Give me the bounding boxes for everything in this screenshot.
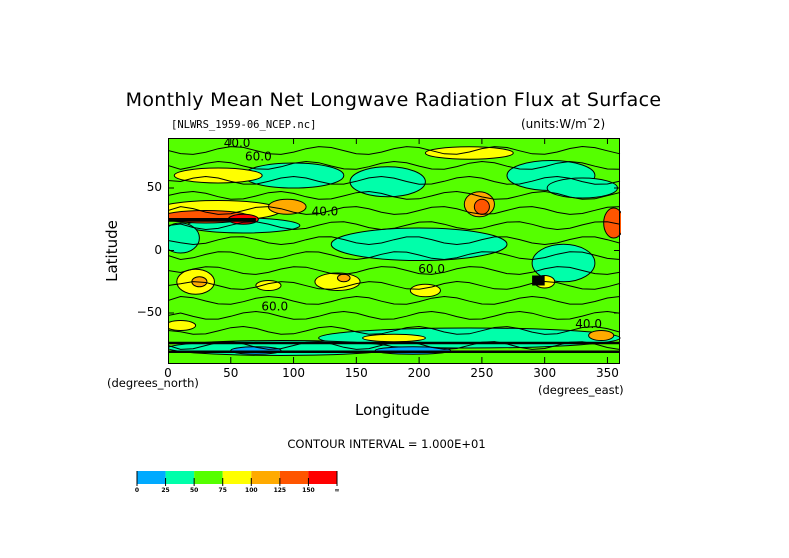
contour-line: [168, 206, 621, 215]
contour-line: [168, 190, 621, 200]
y-tick-label: 0: [154, 242, 162, 257]
colorbar-label: 150: [302, 487, 315, 494]
chart-title: Monthly Mean Net Longwave Radiation Flux…: [125, 89, 662, 111]
colorbar-swatch: [279, 471, 309, 484]
contour-line: [168, 295, 621, 305]
contour-line: [168, 236, 621, 246]
contour-line: [168, 175, 621, 185]
colorbar: [136, 471, 338, 486]
colorbar-label: 0: [134, 487, 140, 494]
andes-contour-band: [532, 275, 545, 286]
tropical-pacific-region: [330, 227, 508, 261]
colorbar-swatch: [222, 471, 252, 484]
y-tick-label: −50: [136, 305, 162, 319]
contour-plot: 40.060.040.060.060.040.0: [168, 138, 621, 364]
contour-label: 40.0: [224, 138, 251, 150]
contour-line: [168, 160, 621, 170]
colorbar-swatch: [308, 471, 337, 484]
colorbar-label: 125: [273, 487, 287, 494]
colorbar-label: 25: [161, 487, 170, 494]
antarctic-contour-band-2: [168, 350, 620, 353]
x-tick-label: 250: [470, 366, 494, 380]
tibet-orange-region: [267, 198, 307, 215]
x-tick-label: 50: [223, 366, 239, 380]
contour-line: [168, 145, 621, 155]
southwest-us-core-region: [473, 198, 490, 215]
units-label: (units:W/m¯2): [521, 117, 606, 131]
colorbar-label: 50: [189, 487, 199, 494]
europe-yellow-region: [173, 167, 263, 184]
contour-line: [168, 251, 621, 261]
contour-line: [168, 221, 621, 231]
y-tick-label: 50: [146, 180, 162, 194]
dataset-filename: [NLWRS_1959-06_NCEP.nc]: [171, 119, 317, 131]
sahara-contour-band: [168, 218, 256, 222]
contour-line: [168, 266, 621, 275]
southern-yellow-region: [168, 320, 197, 331]
x-tick-label: 150: [344, 366, 368, 380]
contour-label: 60.0: [418, 262, 445, 276]
colorbar-swatch: [137, 471, 166, 484]
contour-line: [168, 325, 621, 335]
south-atlantic-region: [531, 243, 596, 283]
contour-line: [168, 280, 621, 290]
x-axis-label: Longitude: [355, 401, 430, 419]
contour-label: 40.0: [312, 205, 339, 219]
colorbar-label: 100: [245, 487, 258, 494]
antarctic-orange-region: [588, 330, 615, 341]
colorbar-swatch: [165, 471, 195, 484]
contour-label: 60.0: [261, 300, 288, 314]
contour-interval: CONTOUR INTERVAL = 1.000E+01: [287, 437, 486, 451]
y-unit-label: (degrees_north): [107, 376, 199, 390]
arctic-yellow-region: [424, 146, 514, 160]
colorbar-label: ∞: [334, 487, 340, 494]
x-tick-label: 0: [164, 366, 172, 380]
colorbar-label: 75: [218, 487, 227, 494]
east-atlantic-region: [546, 177, 618, 199]
contour-label: 60.0: [245, 150, 272, 164]
x-tick-label: 200: [407, 366, 431, 380]
x-tick-label: 300: [533, 366, 557, 380]
x-unit-label: (degrees_east): [538, 383, 624, 397]
north-pacific-region: [349, 166, 426, 198]
contour-line: [168, 341, 621, 350]
colorbar-swatch: [194, 471, 223, 484]
antarctic-contour-band-1: [168, 341, 620, 345]
australia-orange-region: [337, 273, 351, 283]
contour-label: 40.0: [575, 317, 602, 331]
antarctic-yellow-region: [362, 333, 426, 343]
west-africa-region: [168, 222, 200, 254]
x-tick-label: 350: [595, 366, 619, 380]
y-axis-label: Latitude: [103, 220, 121, 282]
colorbar-swatch: [251, 471, 280, 484]
x-tick-label: 100: [282, 366, 305, 380]
south-pacific-yellow-region: [409, 283, 441, 298]
contour-line: [168, 310, 621, 320]
